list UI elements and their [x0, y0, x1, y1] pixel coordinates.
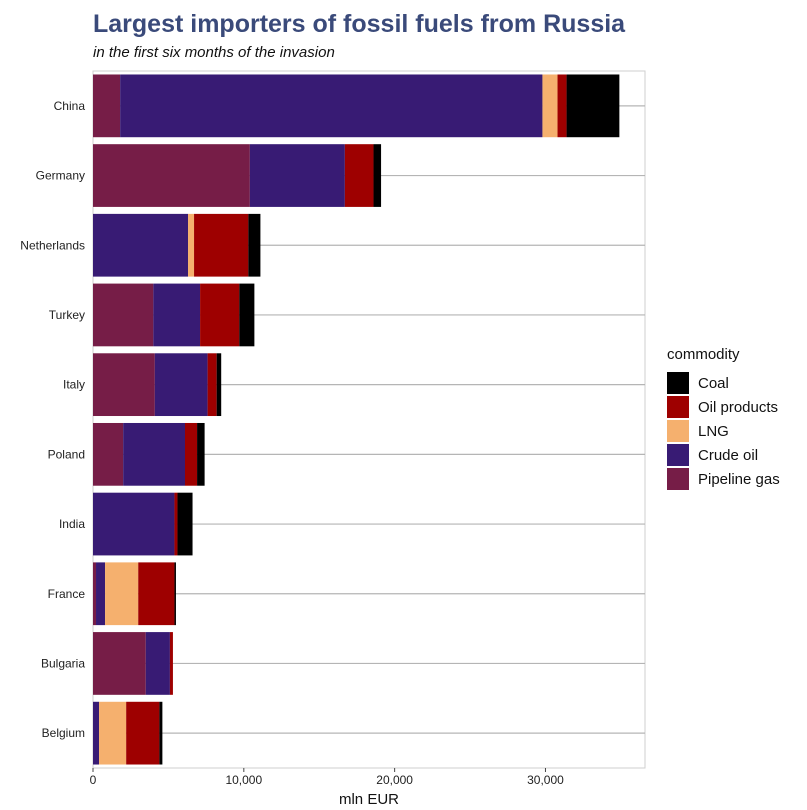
bar-segment-oil-products: [126, 701, 160, 765]
legend-item: Pipeline gas: [667, 467, 780, 491]
x-axis-title: mln EUR: [339, 791, 399, 808]
legend-label: Pipeline gas: [698, 470, 780, 488]
category-label: France: [48, 587, 86, 601]
x-tick-label: 0: [90, 773, 97, 787]
legend-items: Coal Oil products LNG Crude oil Pipeline gas: [667, 371, 780, 491]
bar-segment-coal: [239, 283, 255, 347]
bar-segment-coal: [216, 353, 222, 417]
bar-segment-oil-products: [169, 632, 173, 695]
legend-swatch: [667, 396, 689, 418]
bar-segment-coal: [373, 144, 382, 207]
legend-title: commodity: [667, 346, 740, 363]
category-label: Turkey: [49, 308, 85, 322]
bar-segment-lng: [542, 74, 558, 138]
bar-segment-lng: [188, 213, 195, 277]
bar-segment-crude-oil: [120, 74, 543, 138]
legend-swatch: [667, 372, 689, 394]
bar-segment-oil-products: [194, 213, 249, 277]
category-label: Netherlands: [20, 238, 85, 252]
bar-segment-oil-products: [174, 492, 178, 556]
bar-segment-crude-oil: [93, 492, 175, 556]
legend-item: Crude oil: [667, 443, 780, 467]
bar-segment-coal: [174, 562, 176, 626]
bar-segment-crude-oil: [153, 283, 201, 347]
bar-segment-pipeline-gas: [93, 562, 97, 626]
bar-segment-crude-oil: [249, 144, 345, 207]
category-label: Belgium: [42, 726, 85, 740]
legend-item: Oil products: [667, 395, 780, 419]
bar-segment-oil-products: [557, 74, 567, 138]
bar-segment-coal: [566, 74, 620, 138]
bar-segment-crude-oil: [123, 422, 185, 486]
plot-panel: [92, 70, 646, 769]
legend: commodity Coal Oil products LNG Crude oil Pi…: [667, 346, 780, 491]
bar-segment-pipeline-gas: [93, 353, 155, 417]
category-label: Italy: [63, 378, 85, 392]
category-label: Germany: [36, 169, 85, 183]
bar-segment-oil-products: [207, 353, 217, 417]
bar-segment-coal: [159, 701, 163, 765]
chart-title: Largest importers of fossil fuels from R…: [93, 10, 626, 38]
bar-segment-pipeline-gas: [93, 632, 146, 695]
bar-segment-crude-oil: [154, 353, 208, 417]
bar-segment-oil-products: [200, 283, 240, 347]
x-tick-label: 20,000: [376, 773, 413, 787]
legend-label: Oil products: [698, 398, 779, 416]
legend-item: Coal: [667, 371, 780, 395]
legend-swatch: [667, 444, 689, 466]
legend-swatch: [667, 468, 689, 490]
legend-label: Crude oil: [698, 446, 759, 464]
bar-segment-lng: [105, 562, 139, 626]
bar-segment-crude-oil: [145, 632, 170, 695]
legend-swatch: [667, 420, 689, 442]
bar-segment-coal: [197, 422, 205, 486]
category-label: Bulgaria: [41, 656, 85, 670]
legend-label: LNG: [698, 422, 729, 440]
category-label: China: [54, 99, 86, 113]
bar-segment-coal: [177, 492, 193, 556]
bar-segment-oil-products: [344, 144, 374, 207]
chart-subtitle: in the first six months of the invasion: [93, 44, 335, 61]
bar-segment-lng: [99, 701, 127, 765]
bar-segment-pipeline-gas: [93, 283, 154, 347]
category-label: India: [59, 517, 85, 531]
bar-segment-oil-products: [185, 422, 198, 486]
x-tick-label: 30,000: [527, 773, 564, 787]
x-tick-label: 10,000: [225, 773, 262, 787]
bar-segment-oil-products: [138, 562, 175, 626]
category-label: Poland: [48, 447, 85, 461]
legend-label: Coal: [698, 374, 729, 392]
legend-item: LNG: [667, 419, 780, 443]
bar-segment-crude-oil: [93, 701, 100, 765]
bar-segment-crude-oil: [96, 562, 106, 626]
bar-segment-coal: [248, 213, 261, 277]
bar-segment-pipeline-gas: [93, 74, 121, 138]
bar-segment-pipeline-gas: [93, 422, 124, 486]
bar-segment-crude-oil: [93, 213, 189, 277]
bar-segment-pipeline-gas: [93, 144, 250, 207]
